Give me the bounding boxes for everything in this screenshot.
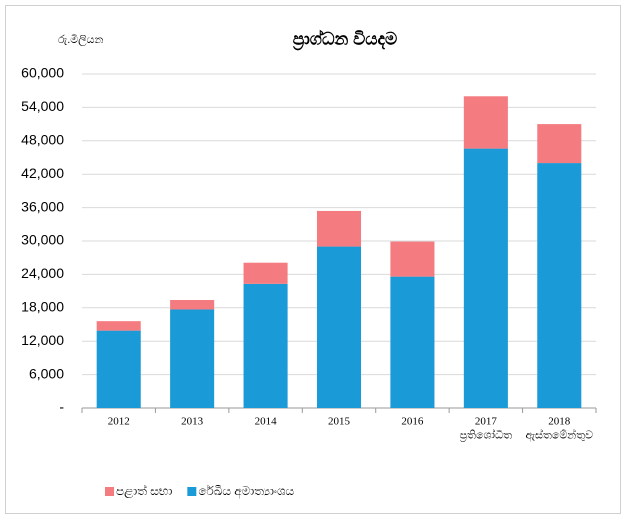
bar-segment bbox=[243, 283, 288, 408]
x-tick-label: 2016 bbox=[401, 416, 424, 428]
unit-label: රු.මිලියන bbox=[58, 34, 103, 47]
bar-segment bbox=[537, 163, 582, 408]
x-tick-label: 2017 bbox=[475, 416, 498, 428]
y-tick-label: 6,000 bbox=[29, 365, 64, 381]
bar-segment bbox=[96, 330, 141, 408]
y-tick-label: 18,000 bbox=[21, 299, 64, 315]
y-tick-label: 12,000 bbox=[21, 332, 64, 348]
x-tick-sublabel: ඇස්තමේන්තුව bbox=[526, 427, 594, 442]
chart-title: ප්‍රාග්ධන වියදම bbox=[292, 29, 397, 51]
x-tick-sublabel: ප්‍රතිශෝධිත bbox=[460, 428, 513, 442]
legend-swatch bbox=[105, 487, 114, 496]
bar-segment bbox=[537, 124, 582, 164]
y-tick-label: 54,000 bbox=[21, 98, 64, 114]
chart-border bbox=[5, 5, 621, 514]
y-tick-label: 48,000 bbox=[21, 132, 64, 148]
bar-segment bbox=[243, 262, 288, 284]
y-tick-label: 36,000 bbox=[21, 198, 64, 214]
legend-label: පළාත් සභා bbox=[116, 484, 172, 499]
y-tick-label: 42,000 bbox=[21, 165, 64, 181]
bar-segment bbox=[96, 321, 141, 331]
x-tick-label: 2015 bbox=[328, 416, 351, 428]
x-tick-label: 2018 bbox=[548, 416, 571, 428]
bar-segment bbox=[390, 276, 435, 408]
bar-segment bbox=[390, 241, 435, 277]
x-tick-label: 2014 bbox=[255, 416, 278, 428]
y-tick-label: 24,000 bbox=[21, 265, 64, 281]
y-tick-label: - bbox=[59, 399, 64, 415]
bar-segment bbox=[316, 246, 362, 408]
legend-label: රේඛීය අමාත්‍යාංශය bbox=[198, 484, 294, 499]
bar-segment bbox=[170, 300, 215, 310]
bar-segment bbox=[463, 96, 508, 149]
x-tick-label: 2013 bbox=[181, 416, 204, 428]
bar-segment bbox=[463, 148, 508, 409]
y-tick-label: 30,000 bbox=[21, 232, 64, 248]
bar-segment bbox=[170, 309, 215, 408]
bar-segment bbox=[316, 210, 362, 247]
legend-swatch bbox=[187, 487, 197, 496]
y-tick-label: 60,000 bbox=[21, 65, 64, 81]
x-tick-label: 2012 bbox=[108, 416, 130, 428]
